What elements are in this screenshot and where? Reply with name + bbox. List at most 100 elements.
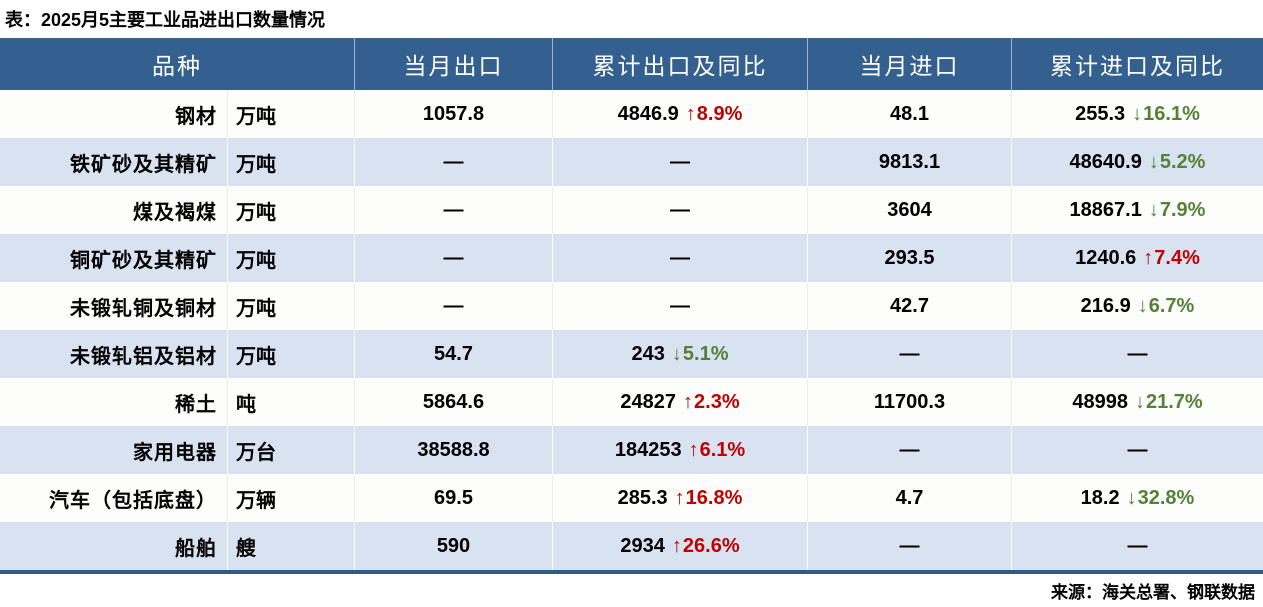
import-cum-cell: 1240.6 ↑7.4% (1012, 234, 1263, 282)
import-cum-cell: 48998 ↓21.7% (1012, 378, 1263, 426)
import-month-value: 9813.1 (808, 138, 1012, 186)
trend-arrow-icon: ↓ (1137, 294, 1148, 317)
export-cum-cell: — (553, 234, 808, 282)
cum-number: — (670, 294, 690, 317)
product-name: 钢材 (0, 90, 228, 138)
cum-number: 18867.1 (1069, 198, 1142, 221)
header-export-month: 当月出口 (355, 38, 553, 90)
cum-number: 1240.6 (1075, 246, 1137, 269)
product-unit: 万吨 (228, 138, 355, 186)
cum-number: 285.3 (617, 486, 668, 509)
product-name: 汽车（包括底盘） (0, 474, 228, 522)
trend-arrow-icon: ↑ (683, 390, 694, 413)
product-unit: 万吨 (228, 234, 355, 282)
cum-change: ↑2.3% (683, 391, 740, 414)
product-unit: 吨 (228, 378, 355, 426)
export-month-value: 38588.8 (355, 426, 553, 474)
table-header-row: 品种 当月出口 累计出口及同比 当月进口 累计进口及同比 (0, 38, 1263, 90)
export-cum-cell: — (553, 138, 808, 186)
export-month-value: 54.7 (355, 330, 553, 378)
table-row: 家用电器 万台 38588.8 184253 ↑6.1% — — (0, 426, 1263, 474)
table-row: 铁矿砂及其精矿 万吨 — — 9813.1 48640.9 ↓5.2% (0, 138, 1263, 186)
table-row: 铜矿砂及其精矿 万吨 — — 293.5 1240.6 ↑7.4% (0, 234, 1263, 282)
table-row: 未锻轧铜及铜材 万吨 — — 42.7 216.9 ↓6.7% (0, 282, 1263, 330)
product-unit: 万吨 (228, 186, 355, 234)
cum-change: ↓16.1% (1132, 103, 1200, 126)
cum-number: 18.2 (1080, 486, 1120, 509)
export-month-value: 5864.6 (355, 378, 553, 426)
header-variety: 品种 (0, 38, 355, 90)
cum-number: — (670, 246, 690, 269)
export-cum-cell: — (553, 282, 808, 330)
table-row: 稀土 吨 5864.6 24827 ↑2.3% 11700.3 48998 ↓21.… (0, 378, 1263, 426)
product-name: 铁矿砂及其精矿 (0, 138, 228, 186)
cum-percent: 6.7% (1148, 294, 1195, 317)
import-cum-cell: 216.9 ↓6.7% (1012, 282, 1263, 330)
cum-number: 216.9 (1080, 294, 1131, 317)
product-name: 稀土 (0, 378, 228, 426)
cum-number: 24827 (620, 390, 677, 413)
trend-arrow-icon: ↓ (1132, 102, 1143, 125)
product-name: 船舶 (0, 522, 228, 570)
export-month-value: — (355, 138, 553, 186)
export-month-value: 590 (355, 522, 553, 570)
cum-number: 2934 (620, 534, 665, 557)
page-title: 表：2025月5主要工业品进出口数量情况 (5, 10, 326, 30)
product-name: 未锻轧铜及铜材 (0, 282, 228, 330)
trend-arrow-icon: ↑ (1143, 246, 1154, 269)
export-cum-cell: 24827 ↑2.3% (553, 378, 808, 426)
data-source: 来源：海关总署、钢联数据 (1051, 583, 1255, 602)
import-cum-cell: — (1012, 426, 1263, 474)
cum-percent: 6.1% (699, 438, 746, 461)
export-cum-cell: 4846.9 ↑8.9% (553, 90, 808, 138)
industrial-products-table: 品种 当月出口 累计出口及同比 当月进口 累计进口及同比 钢材 万吨 1057.… (0, 38, 1263, 574)
cum-percent: 26.6% (682, 534, 740, 557)
table-row: 汽车（包括底盘） 万辆 69.5 285.3 ↑16.8% 4.7 18.2 ↓32… (0, 474, 1263, 522)
export-cum-cell: 243 ↓5.1% (553, 330, 808, 378)
cum-change: ↑7.4% (1143, 247, 1200, 270)
cum-number: 48640.9 (1069, 150, 1142, 173)
import-month-value: 11700.3 (808, 378, 1012, 426)
table-row: 未锻轧铝及铝材 万吨 54.7 243 ↓5.1% — — (0, 330, 1263, 378)
cum-percent: 5.2% (1159, 150, 1206, 173)
trend-arrow-icon: ↑ (671, 534, 682, 557)
product-name: 家用电器 (0, 426, 228, 474)
cum-percent: 32.8% (1137, 486, 1195, 509)
import-month-value: 48.1 (808, 90, 1012, 138)
cum-change: ↓5.1% (672, 343, 729, 366)
cum-number: 48998 (1072, 390, 1128, 413)
cum-change: ↑8.9% (686, 103, 743, 126)
cum-percent: 16.1% (1143, 102, 1200, 125)
trend-arrow-icon: ↓ (1134, 390, 1145, 413)
import-cum-cell: 255.3 ↓16.1% (1012, 90, 1263, 138)
export-month-value: 69.5 (355, 474, 553, 522)
cum-change: ↓32.8% (1127, 487, 1195, 510)
cum-percent: 8.9% (696, 102, 743, 125)
product-name: 未锻轧铝及铝材 (0, 330, 228, 378)
cum-percent: 2.3% (694, 390, 740, 413)
import-month-value: 42.7 (808, 282, 1012, 330)
cum-number: — (670, 150, 690, 173)
cum-percent: 16.8% (685, 486, 743, 509)
cum-change: ↑16.8% (675, 487, 743, 510)
product-unit: 艘 (228, 522, 355, 570)
import-cum-cell: 48640.9 ↓5.2% (1012, 138, 1263, 186)
import-cum-cell: — (1012, 522, 1263, 570)
cum-number: — (1127, 534, 1148, 557)
product-unit: 万吨 (228, 90, 355, 138)
table-body: 钢材 万吨 1057.8 4846.9 ↑8.9% 48.1 255.3 ↓16.1… (0, 90, 1263, 570)
import-cum-cell: — (1012, 330, 1263, 378)
product-unit: 万辆 (228, 474, 355, 522)
trend-arrow-icon: ↑ (685, 102, 696, 125)
table-row: 钢材 万吨 1057.8 4846.9 ↑8.9% 48.1 255.3 ↓16.1… (0, 90, 1263, 138)
header-export-cum: 累计出口及同比 (553, 38, 808, 90)
trend-arrow-icon: ↑ (688, 438, 699, 461)
import-month-value: 293.5 (808, 234, 1012, 282)
import-month-value: — (808, 426, 1012, 474)
trend-arrow-icon: ↓ (1148, 150, 1159, 173)
cum-number: — (670, 198, 690, 221)
cum-percent: 21.7% (1145, 390, 1203, 413)
product-unit: 万吨 (228, 330, 355, 378)
import-cum-cell: 18.2 ↓32.8% (1012, 474, 1263, 522)
trend-arrow-icon: ↓ (1126, 486, 1137, 509)
